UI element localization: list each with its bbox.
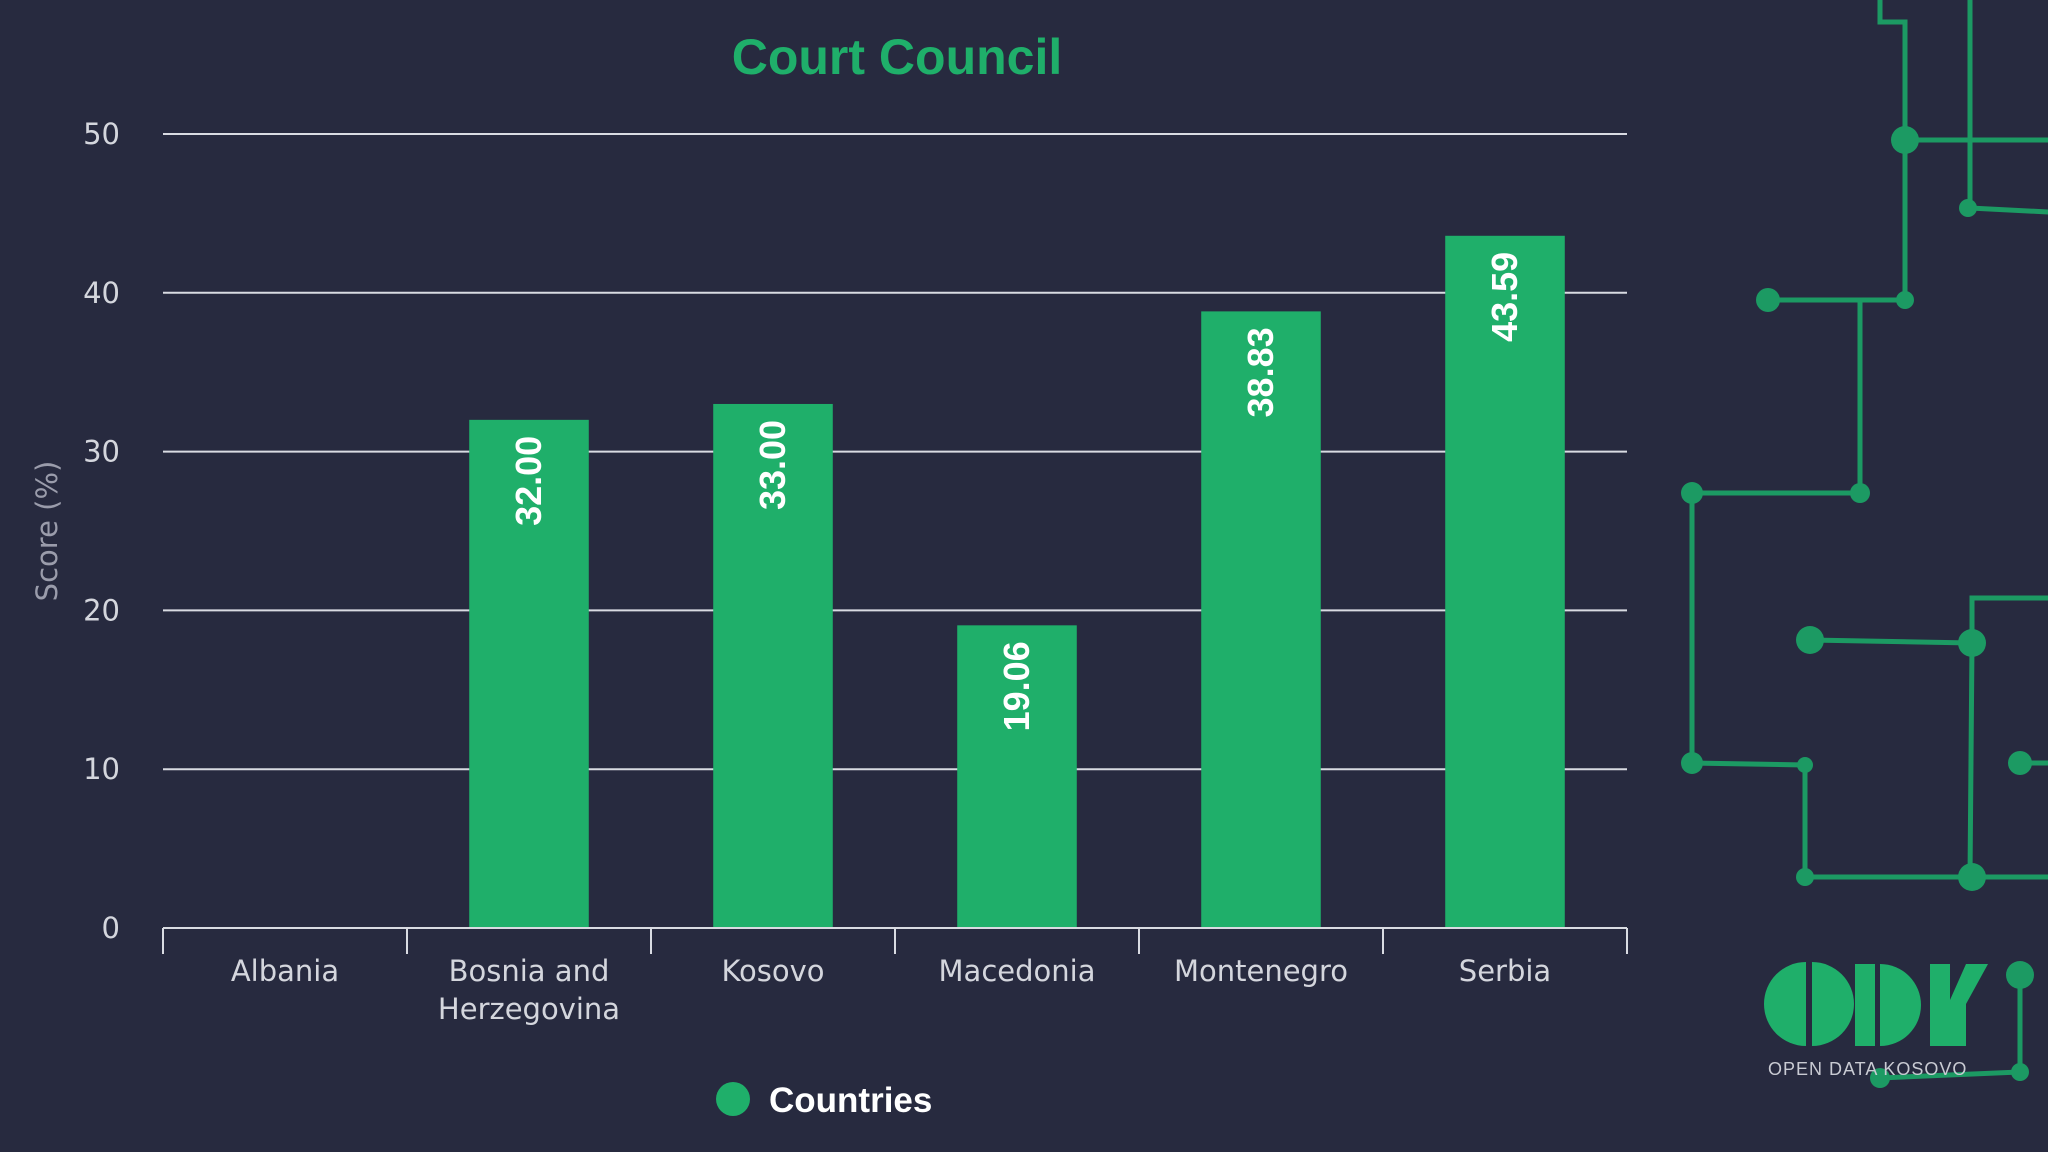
circuit-trace	[1807, 637, 1975, 646]
legend[interactable]: Countries	[716, 1081, 932, 1120]
bar-data-label: 33.00	[752, 420, 793, 510]
circuit-node	[1850, 483, 1870, 503]
y-tick-label: 50	[83, 117, 120, 151]
circuit-node	[1959, 199, 1977, 217]
circuit-decoration	[1689, 0, 2048, 1081]
logo-d-left	[1855, 964, 1875, 1046]
bar-data-label: 19.06	[996, 641, 1037, 731]
x-tick-label: Macedonia	[939, 954, 1096, 988]
circuit-trace	[1877, 0, 2048, 143]
x-tick-label: Serbia	[1459, 954, 1551, 988]
circuit-node	[1958, 863, 1986, 891]
circuit-nodes	[1681, 126, 2034, 1088]
circuit-node	[2011, 1063, 2029, 1081]
y-tick-label: 10	[83, 752, 120, 786]
circuit-node	[1891, 126, 1919, 154]
x-axis-ticks: Albania Bosnia and Herzegovina Kosovo Macedo…	[231, 954, 1551, 1026]
bar-macedonia	[957, 625, 1077, 928]
x-tick-label: Herzegovina	[438, 992, 620, 1026]
legend-marker	[716, 1082, 750, 1116]
circuit-node	[1796, 626, 1824, 654]
circuit-node	[1681, 482, 1703, 504]
bar-data-label: 43.59	[1484, 252, 1525, 342]
x-tick-label: Kosovo	[721, 954, 824, 988]
odk-logo: OPEN DATA KOSOVO	[1764, 962, 1988, 1079]
logo-d-right	[1880, 964, 1921, 1046]
gridlines	[163, 133, 1627, 771]
circuit-trace	[1969, 595, 2048, 646]
legend-label: Countries	[769, 1081, 932, 1120]
bar-data-label: 32.00	[508, 436, 549, 526]
x-axis	[162, 927, 1628, 954]
circuit-trace	[1689, 297, 2048, 880]
y-tick-label: 0	[102, 911, 120, 945]
y-axis-label: Score (%)	[30, 461, 64, 602]
circuit-trace	[1967, 0, 2048, 215]
circuit-node	[2008, 751, 2032, 775]
circuit-node	[1796, 868, 1814, 886]
circuit-node	[1896, 291, 1914, 309]
logo-o-right	[1812, 962, 1854, 1046]
bars: 32.00 33.00 19.06 38.83 43.59	[469, 235, 1565, 929]
circuit-node	[1870, 1068, 1890, 1088]
bar-serbia	[1445, 235, 1565, 929]
circuit-node	[2006, 961, 2034, 989]
x-tick-label: Bosnia and	[449, 954, 610, 988]
logo-caption: OPEN DATA KOSOVO	[1768, 1059, 1967, 1079]
bar-bosnia-and-herzegovina	[469, 419, 589, 928]
circuit-trace	[1967, 640, 1975, 880]
y-axis-ticks: 0 10 20 30 40 50	[83, 117, 120, 945]
logo-o-left	[1764, 962, 1806, 1046]
y-tick-label: 20	[83, 593, 120, 627]
bar-montenegro	[1201, 311, 1321, 928]
y-tick-label: 40	[83, 276, 120, 310]
x-tick-label: Montenegro	[1174, 954, 1348, 988]
chart-title: Court Council	[732, 29, 1063, 85]
x-tick-label: Albania	[231, 954, 339, 988]
circuit-node	[1797, 757, 1813, 773]
bar-data-label: 38.83	[1240, 327, 1281, 417]
bar-kosovo	[713, 403, 833, 929]
circuit-node	[1756, 288, 1780, 312]
circuit-node	[1681, 752, 1703, 774]
y-tick-label: 30	[83, 435, 120, 469]
circuit-node	[1958, 629, 1986, 657]
circuit-trace	[1765, 137, 1908, 303]
logo-k	[1930, 964, 1988, 1046]
